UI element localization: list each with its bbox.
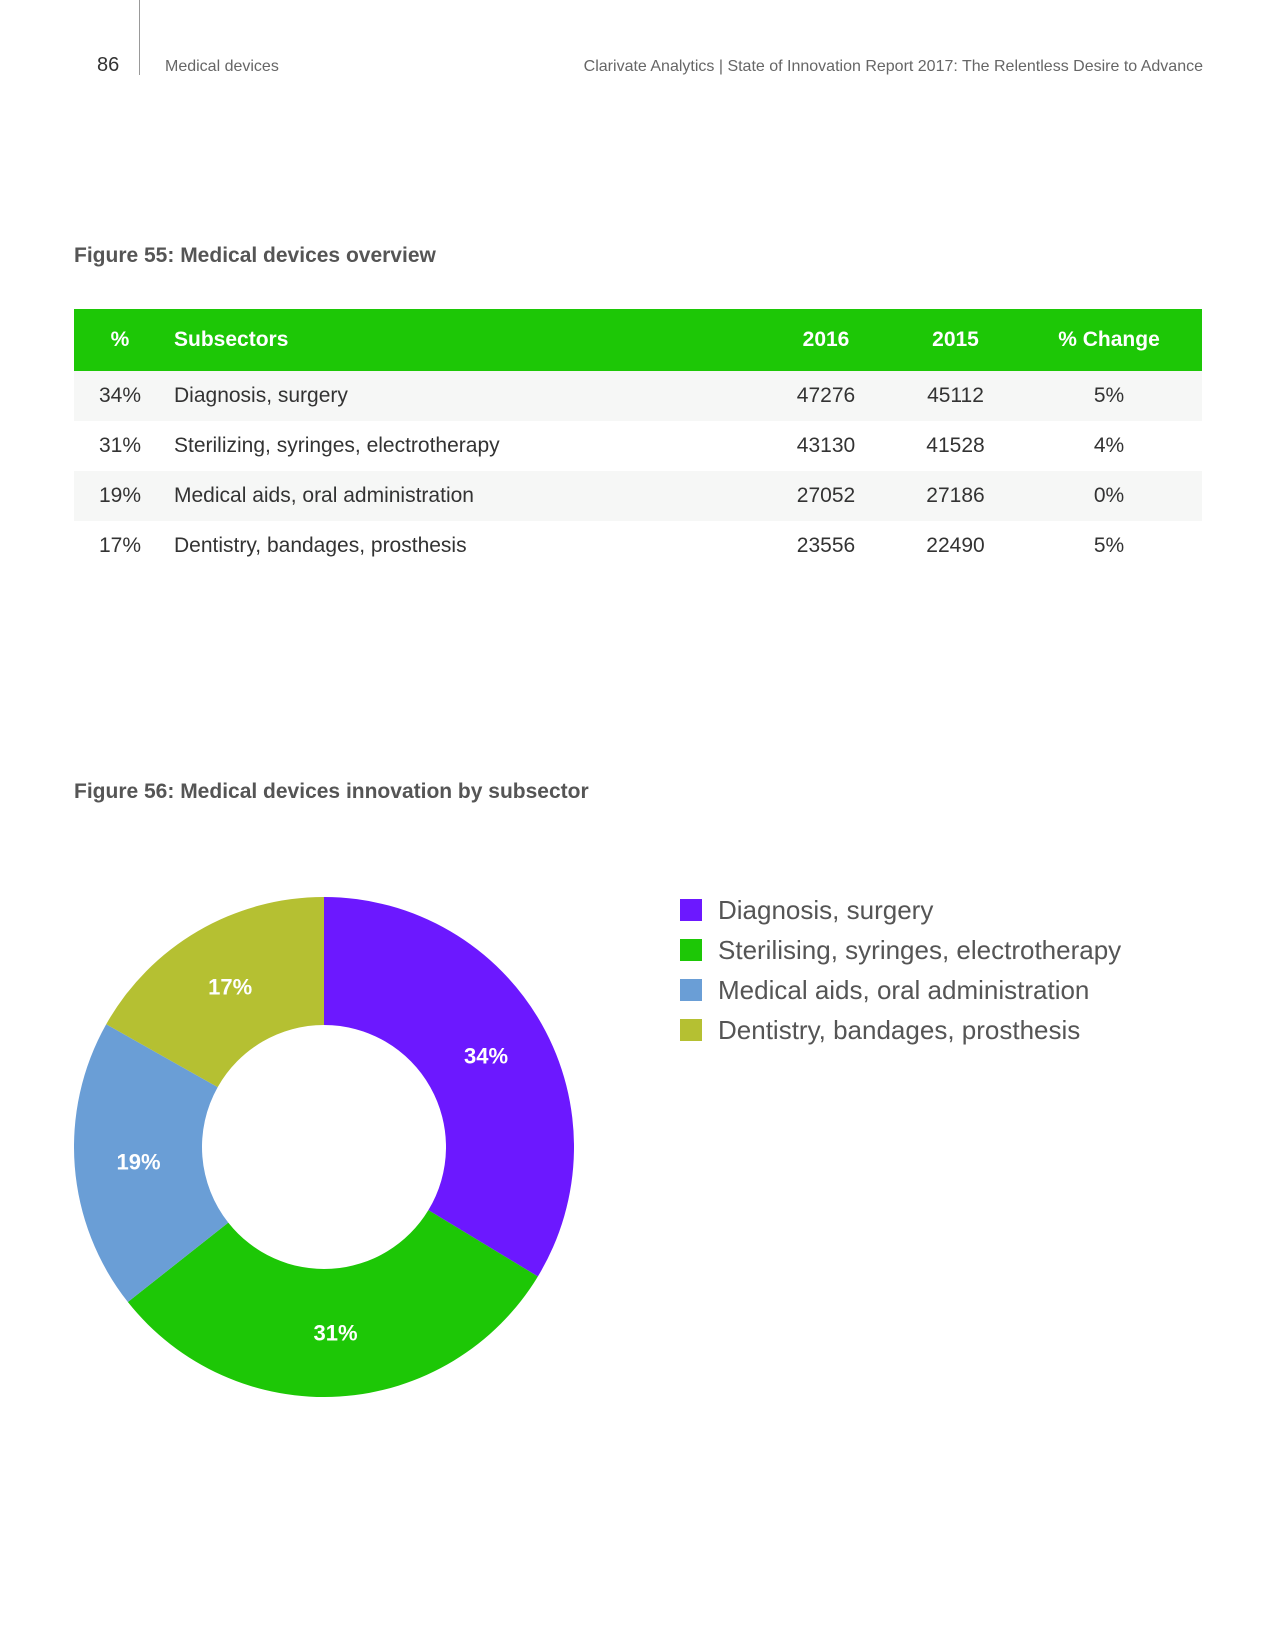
cell-2016: 27052 bbox=[796, 484, 856, 507]
page-header: 86 Medical devices Clarivate Analytics |… bbox=[0, 0, 1275, 90]
cell-change: 4% bbox=[1093, 434, 1125, 457]
legend-label: Medical aids, oral administration bbox=[718, 974, 1090, 1005]
slice-label: 31% bbox=[314, 1321, 358, 1346]
legend-swatch bbox=[680, 979, 702, 1001]
cell-2015: 45112 bbox=[927, 384, 984, 407]
cell-change: 5% bbox=[1093, 384, 1125, 407]
table-row: 19% Medical aids, oral administration 27… bbox=[74, 471, 1202, 521]
col-header-2015: 2015 bbox=[932, 328, 979, 351]
col-header-subsectors: Subsectors bbox=[174, 328, 289, 351]
cell-subsector: Medical aids, oral administration bbox=[174, 484, 474, 507]
cell-percent: 19% bbox=[98, 484, 142, 507]
cell-percent: 17% bbox=[98, 534, 142, 557]
cell-subsector: Diagnosis, surgery bbox=[174, 384, 348, 407]
cell-2016: 23556 bbox=[796, 534, 856, 557]
cell-2015: 27186 bbox=[926, 484, 985, 507]
donut-slice bbox=[324, 897, 574, 1277]
report-title: Clarivate Analytics | State of Innovatio… bbox=[583, 58, 1203, 75]
table-row: 34% Diagnosis, surgery 47276 45112 5% bbox=[74, 371, 1202, 421]
cell-2015: 22490 bbox=[926, 534, 985, 557]
cell-change: 0% bbox=[1093, 484, 1125, 507]
legend-swatch bbox=[680, 1019, 702, 1041]
slice-label: 17% bbox=[208, 974, 252, 999]
donut-chart: 34% 31% 19% 17% bbox=[74, 897, 574, 1397]
legend-item: Medical aids, oral administration bbox=[680, 970, 1121, 1010]
figure-56-title: Figure 56: Medical devices innovation by… bbox=[74, 780, 589, 803]
col-header-change: % Change bbox=[1058, 328, 1160, 351]
legend-swatch bbox=[680, 899, 702, 921]
cell-2015: 41528 bbox=[926, 434, 985, 457]
legend-label: Sterilising, syringes, electrotherapy bbox=[718, 934, 1122, 965]
col-header-percent: % bbox=[110, 328, 130, 351]
section-name: Medical devices bbox=[165, 58, 279, 75]
legend-item: Diagnosis, surgery bbox=[680, 890, 1121, 930]
page-number: 86 bbox=[97, 54, 120, 76]
cell-2016: 43130 bbox=[796, 434, 856, 457]
legend-item: Dentistry, bandages, prosthesis bbox=[680, 1010, 1121, 1050]
table-header: % Subsectors 2016 2015 % Change bbox=[74, 309, 1202, 371]
cell-2016: 47276 bbox=[796, 384, 856, 407]
medical-devices-table: % Subsectors 2016 2015 % Change 34% Diag… bbox=[74, 309, 1202, 571]
legend-label: Dentistry, bandages, prosthesis bbox=[718, 1014, 1081, 1045]
col-header-2016: 2016 bbox=[802, 328, 850, 351]
figure-55-title: Figure 55: Medical devices overview bbox=[74, 244, 436, 267]
slice-label: 19% bbox=[117, 1149, 161, 1174]
cell-percent: 31% bbox=[98, 434, 142, 457]
slice-label: 34% bbox=[464, 1044, 508, 1069]
cell-subsector: Dentistry, bandages, prosthesis bbox=[174, 534, 467, 557]
donut-slice bbox=[74, 1024, 229, 1303]
table-row: 17% Dentistry, bandages, prosthesis 2355… bbox=[74, 521, 1202, 571]
header-divider bbox=[139, 0, 140, 75]
legend-swatch bbox=[680, 939, 702, 961]
legend-label: Diagnosis, surgery bbox=[718, 894, 934, 925]
legend-item: Sterilising, syringes, electrotherapy bbox=[680, 930, 1121, 970]
table-row: 31% Sterilizing, syringes, electrotherap… bbox=[74, 421, 1202, 471]
cell-subsector: Sterilizing, syringes, electrotherapy bbox=[174, 434, 500, 457]
donut-slice bbox=[106, 897, 324, 1088]
cell-change: 5% bbox=[1093, 534, 1125, 557]
donut-slice bbox=[127, 1210, 538, 1397]
chart-legend: Diagnosis, surgery Sterilising, syringes,… bbox=[680, 890, 1121, 1050]
cell-percent: 34% bbox=[98, 384, 142, 407]
